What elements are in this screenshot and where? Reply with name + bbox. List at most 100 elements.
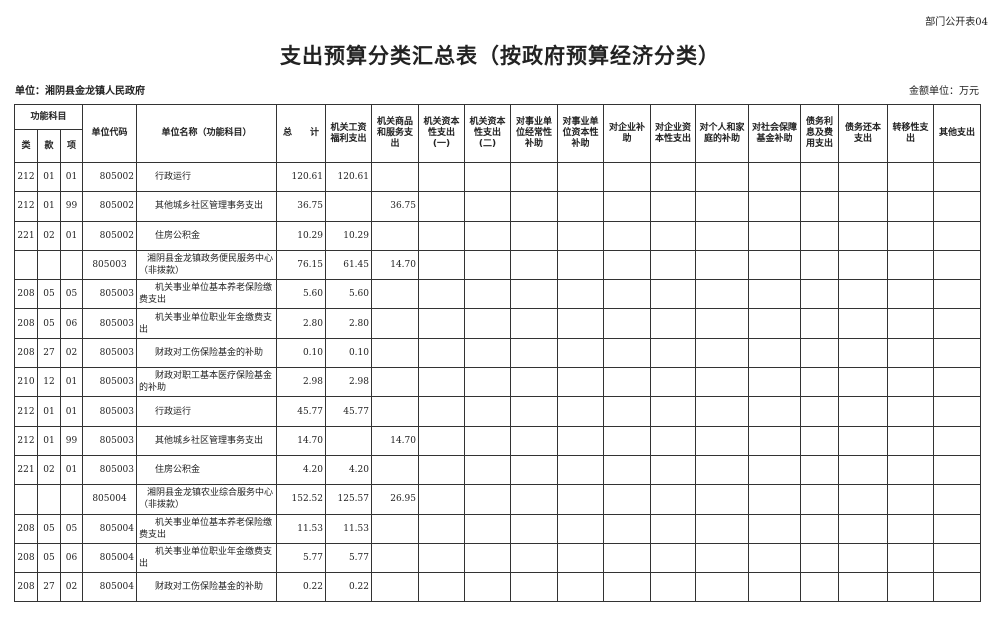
cell-empty (933, 542, 981, 574)
cell-empty (418, 513, 465, 544)
cell-goods: 36.75 (371, 191, 419, 222)
cell-empty (695, 279, 749, 310)
cell-empty (887, 161, 934, 193)
cell-empty (748, 191, 801, 222)
cell-empty (748, 484, 801, 515)
cell-empty (887, 220, 934, 251)
cell-empty (695, 425, 749, 456)
table-row: 212 01 99 805003 其他城乡社区管理事务支出 14.70 14.70 (14, 425, 981, 456)
cell-lei: 208 (14, 542, 38, 574)
cell-empty (557, 279, 604, 310)
cell-code: 805003 (82, 249, 137, 281)
cell-empty (464, 425, 511, 456)
cell-total: 11.53 (276, 513, 326, 544)
cell-empty (510, 542, 558, 574)
table-row: 221 02 01 805002 住房公积金 10.29 10.29 (14, 220, 981, 251)
cell-wage: 0.10 (325, 337, 372, 369)
cell-empty (510, 308, 558, 339)
cell-empty (510, 161, 558, 193)
cell-empty (464, 279, 511, 310)
cell-empty (887, 367, 934, 398)
header-econ-col: 机关工资福利支出 (325, 104, 372, 163)
header-func: 功能科目 (14, 104, 83, 130)
cell-lei: 212 (14, 191, 38, 222)
cell-empty (933, 308, 981, 339)
cell-empty (887, 396, 934, 427)
cell-lei: 221 (14, 454, 38, 486)
cell-code: 805002 (82, 191, 137, 222)
cell-lei: 212 (14, 396, 38, 427)
cell-empty (557, 484, 604, 515)
cell-lei (14, 249, 38, 281)
cell-name: 机关事业单位基本养老保险缴费支出 (136, 513, 277, 544)
cell-empty (557, 542, 604, 574)
cell-empty (838, 161, 888, 193)
table-row: 208 05 06 805004 机关事业单位职业年金缴费支出 5.77 5.77 (14, 542, 981, 574)
cell-empty (603, 572, 651, 603)
cell-empty (650, 308, 696, 339)
cell-name: 机关事业单位基本养老保险缴费支出 (136, 279, 277, 310)
cell-goods: 14.70 (371, 249, 419, 281)
cell-empty (695, 513, 749, 544)
cell-lei: 210 (14, 367, 38, 398)
cell-empty (510, 454, 558, 486)
cell-empty (800, 454, 839, 486)
cell-xiang: 01 (60, 220, 83, 251)
cell-total: 152.52 (276, 484, 326, 515)
cell-empty (510, 337, 558, 369)
cell-empty (603, 279, 651, 310)
cell-empty (695, 542, 749, 574)
cell-wage: 45.77 (325, 396, 372, 427)
cell-empty (418, 484, 465, 515)
cell-empty (887, 279, 934, 310)
cell-name: 湘阴县金龙镇农业综合服务中心（非拨款） (136, 484, 277, 515)
cell-code: 805004 (82, 542, 137, 574)
cell-goods (371, 396, 419, 427)
cell-empty (650, 484, 696, 515)
cell-empty (800, 542, 839, 574)
cell-empty (933, 337, 981, 369)
cell-code: 805003 (82, 337, 137, 369)
form-number: 部门公开表04 (925, 17, 988, 28)
cell-xiang: 99 (60, 191, 83, 222)
cell-empty (603, 220, 651, 251)
cell-kuan: 02 (37, 220, 61, 251)
cell-total: 5.60 (276, 279, 326, 310)
header-econ-col: 对个人和家庭的补助 (695, 104, 749, 163)
cell-kuan: 27 (37, 572, 61, 603)
cell-code: 805002 (82, 161, 137, 193)
cell-empty (838, 337, 888, 369)
cell-goods (371, 308, 419, 339)
cell-empty (510, 249, 558, 281)
table-row: 212 01 99 805002 其他城乡社区管理事务支出 36.75 36.75 (14, 191, 981, 222)
header-econ-col: 对企业补助 (603, 104, 651, 163)
cell-empty (510, 279, 558, 310)
cell-empty (695, 220, 749, 251)
cell-empty (800, 337, 839, 369)
cell-name: 住房公积金 (136, 454, 277, 486)
cell-empty (933, 249, 981, 281)
money-unit: 金额单位：万元 (909, 86, 979, 97)
cell-code: 805003 (82, 396, 137, 427)
header-code: 单位代码 (82, 104, 137, 163)
cell-empty (695, 367, 749, 398)
table-row: 208 27 02 805004 财政对工伤保险基金的补助 0.22 0.22 (14, 572, 981, 603)
table-row: 805004 湘阴县金龙镇农业综合服务中心（非拨款） 152.52 125.57 26.… (14, 484, 981, 515)
cell-empty (418, 572, 465, 603)
cell-name: 行政运行 (136, 396, 277, 427)
header-lei: 类 (14, 129, 38, 163)
cell-empty (838, 425, 888, 456)
header-econ-col: 机关资本性支出(一) (418, 104, 465, 163)
cell-empty (800, 425, 839, 456)
cell-empty (418, 454, 465, 486)
cell-xiang (60, 249, 83, 281)
cell-xiang: 06 (60, 542, 83, 574)
header-kuan: 款 (37, 129, 61, 163)
cell-kuan: 02 (37, 454, 61, 486)
cell-empty (800, 367, 839, 398)
cell-code: 805003 (82, 308, 137, 339)
cell-total: 36.75 (276, 191, 326, 222)
cell-empty (650, 542, 696, 574)
cell-empty (748, 542, 801, 574)
cell-empty (650, 249, 696, 281)
